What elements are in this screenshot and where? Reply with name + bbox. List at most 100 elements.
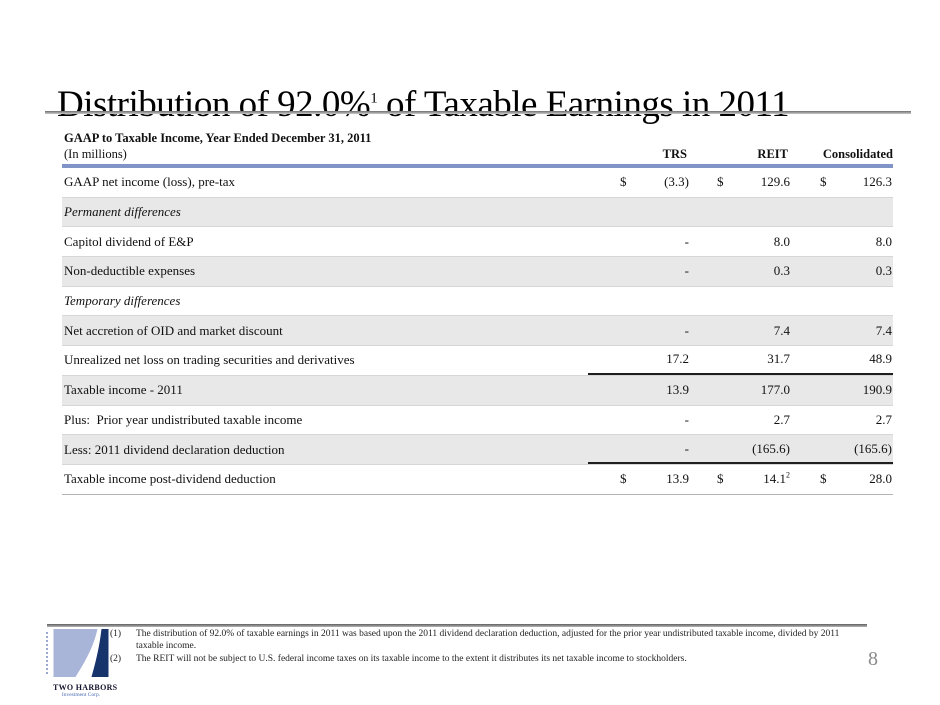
cell-consolidated: (165.6) bbox=[791, 435, 893, 464]
cell-value: 48.9 bbox=[869, 351, 892, 367]
cell-value: (165.6) bbox=[752, 440, 790, 456]
table-body: GAAP net income (loss), pre-tax $ (3.3) $12… bbox=[62, 168, 893, 495]
dollar-sign: $ bbox=[620, 471, 627, 487]
title-footnote-ref: 1 bbox=[370, 90, 378, 107]
cell-value: 28.0 bbox=[869, 471, 892, 487]
table-row: Taxable income - 2011 13.9 177.0 190.9 bbox=[62, 375, 893, 406]
cell-trs: - bbox=[588, 316, 690, 345]
cell-reit bbox=[690, 198, 791, 227]
footnote-text: The REIT will not be subject to U.S. fed… bbox=[136, 654, 687, 664]
table-row: Less: 2011 dividend declaration deductio… bbox=[62, 435, 893, 465]
company-logo: TWO HARBORS Investment Corp. bbox=[53, 629, 118, 698]
cell-reit: 8.0 bbox=[690, 227, 791, 256]
row-label: Net accretion of OID and market discount bbox=[64, 322, 283, 338]
page-title: Distribution of 92.0%1 of Taxable Earnin… bbox=[57, 83, 790, 126]
row-label: GAAP net income (loss), pre-tax bbox=[64, 174, 236, 190]
column-header-reit: REIT bbox=[757, 147, 788, 161]
page-number: 8 bbox=[868, 648, 878, 670]
cell-value: - bbox=[684, 411, 689, 427]
cell-value: 7.4 bbox=[875, 322, 892, 338]
two-harbors-logo-icon bbox=[53, 629, 109, 677]
table-row: Permanent differences bbox=[62, 197, 893, 228]
footnote-ref: 2 bbox=[786, 470, 790, 480]
table-header-row: (In millions) TRS REIT Consolidated bbox=[62, 147, 893, 162]
cell-consolidated: 8.0 bbox=[791, 227, 893, 256]
dollar-sign: $ bbox=[820, 174, 827, 190]
table-row: Unrealized net loss on trading securitie… bbox=[62, 346, 893, 376]
cell-value: 31.7 bbox=[767, 351, 790, 367]
cell-value: 13.9 bbox=[666, 382, 689, 398]
table-row: Temporary differences bbox=[62, 287, 893, 317]
cell-consolidated: $126.3 bbox=[791, 168, 893, 197]
row-label: Plus: Prior year undistributed taxable i… bbox=[64, 411, 303, 427]
cell-trs bbox=[588, 198, 690, 227]
title-text: Distribution of 92.0% bbox=[57, 83, 371, 125]
row-label: Taxable income post-dividend deduction bbox=[64, 471, 276, 487]
cell-value: - bbox=[684, 233, 689, 249]
cell-consolidated: $28.0 bbox=[791, 465, 893, 494]
dollar-sign: $ bbox=[620, 174, 627, 190]
table-row: Net accretion of OID and market discount… bbox=[62, 316, 893, 347]
cell-value: (3.3) bbox=[664, 174, 689, 190]
cell-value: 8.0 bbox=[875, 233, 892, 249]
table-caption: GAAP to Taxable Income, Year Ended Decem… bbox=[64, 131, 372, 145]
cell-consolidated bbox=[791, 287, 893, 316]
row-label: Taxable income - 2011 bbox=[64, 382, 183, 398]
gaap-to-taxable-income-table: GAAP to Taxable Income, Year Ended Decem… bbox=[62, 130, 893, 495]
cell-reit: 31.7 bbox=[690, 346, 791, 375]
table-row: GAAP net income (loss), pre-tax $ (3.3) $12… bbox=[62, 168, 893, 198]
title-text-suffix: of Taxable Earnings in 2011 bbox=[377, 83, 790, 125]
cell-value: 13.9 bbox=[666, 471, 689, 487]
footnote-1: (1) The distribution of 92.0% of taxable… bbox=[110, 628, 865, 652]
table-row: Capitol dividend of E&P - 8.0 8.0 bbox=[62, 227, 893, 258]
footnote-number: (1) bbox=[110, 629, 122, 639]
cell-value: 177.0 bbox=[760, 382, 790, 398]
cell-value: 7.4 bbox=[773, 322, 790, 338]
units-label: (In millions) bbox=[64, 147, 127, 161]
dollar-sign: $ bbox=[717, 471, 724, 487]
logo-subtitle: Investment Corp. bbox=[61, 692, 101, 698]
column-header-trs: TRS bbox=[662, 147, 687, 161]
header-accent-rule bbox=[62, 164, 893, 168]
cell-consolidated: 2.7 bbox=[791, 406, 893, 435]
cell-trs bbox=[588, 287, 690, 316]
row-label: Temporary differences bbox=[64, 293, 181, 309]
table-row: Taxable income post-dividend deduction $1… bbox=[62, 465, 893, 495]
dollar-sign: $ bbox=[717, 174, 724, 190]
cell-value: 129.6 bbox=[760, 174, 790, 190]
cell-value: 2.7 bbox=[875, 411, 892, 427]
cell-trs: - bbox=[588, 406, 690, 435]
cell-consolidated: 7.4 bbox=[791, 316, 893, 345]
cell-trs: 17.2 bbox=[588, 346, 690, 375]
row-label: Less: 2011 dividend declaration deductio… bbox=[64, 441, 285, 457]
cell-reit bbox=[690, 287, 791, 316]
footer-divider bbox=[47, 624, 867, 627]
cell-trs: $13.9 bbox=[588, 465, 690, 494]
cell-reit: 0.3 bbox=[690, 257, 791, 286]
footnote-text: The distribution of 92.0% of taxable ear… bbox=[136, 629, 840, 651]
cell-value: 8.0 bbox=[773, 233, 790, 249]
logo-company-name: TWO HARBORS bbox=[53, 683, 118, 692]
cell-value: 0.3 bbox=[773, 263, 790, 279]
row-label: Permanent differences bbox=[64, 204, 181, 220]
footnote-number: (2) bbox=[110, 654, 122, 664]
footnotes: (1) The distribution of 92.0% of taxable… bbox=[110, 628, 865, 666]
cell-value: - bbox=[684, 263, 689, 279]
cell-reit: 7.4 bbox=[690, 316, 791, 345]
cell-reit: $14.12 bbox=[690, 465, 791, 494]
row-label: Non-deductible expenses bbox=[64, 263, 196, 279]
cell-consolidated: 190.9 bbox=[791, 376, 893, 405]
cell-trs: - bbox=[588, 435, 690, 464]
table-row: Non-deductible expenses - 0.3 0.3 bbox=[62, 257, 893, 287]
cell-consolidated bbox=[791, 198, 893, 227]
cell-trs: - bbox=[588, 257, 690, 286]
cell-trs: 13.9 bbox=[588, 376, 690, 405]
cell-reit: 177.0 bbox=[690, 376, 791, 405]
cell-value: 17.2 bbox=[666, 351, 689, 367]
cell-consolidated: 48.9 bbox=[791, 346, 893, 375]
cell-value: 190.9 bbox=[862, 382, 892, 398]
cell-value: 14.12 bbox=[763, 470, 790, 487]
cell-value: 126.3 bbox=[862, 174, 892, 190]
column-header-consolidated: Consolidated bbox=[822, 147, 893, 161]
